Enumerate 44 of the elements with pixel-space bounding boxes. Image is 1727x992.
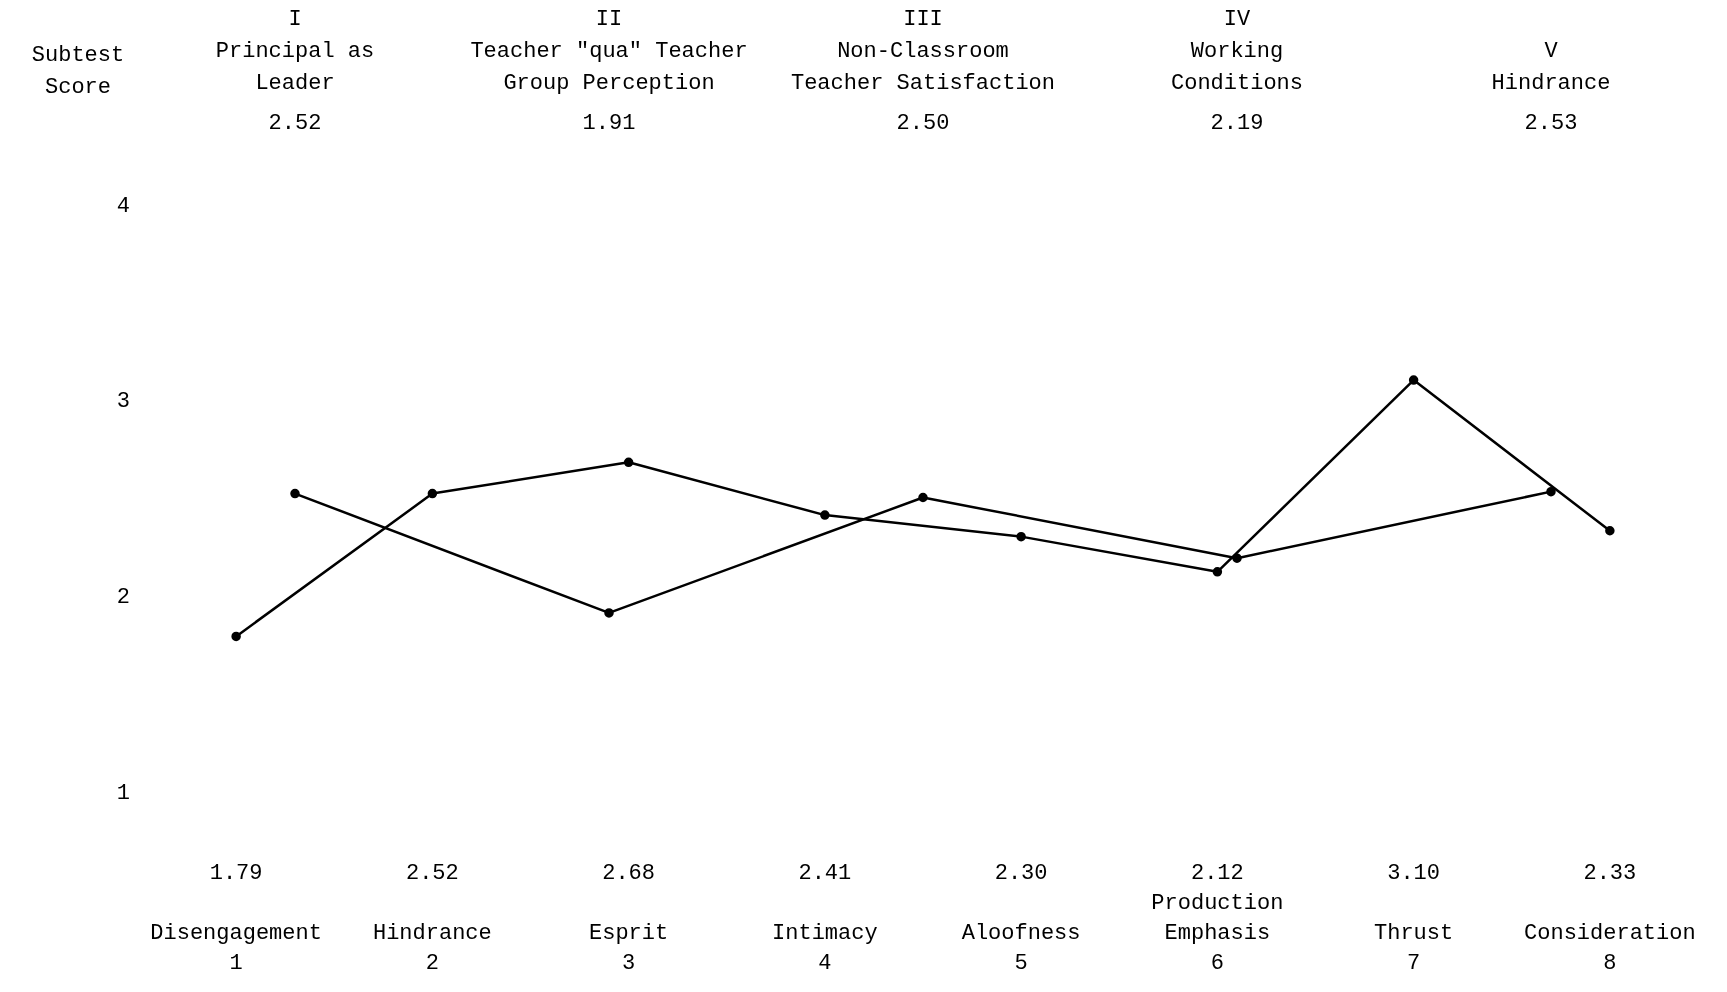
- x-tick-label: Hindrance 2: [372, 921, 492, 976]
- x-tick-label: Esprit 3: [589, 921, 669, 976]
- point: [820, 510, 830, 520]
- x-tick-label: I Principal as Leader: [215, 7, 375, 96]
- point: [231, 631, 241, 642]
- point: [427, 488, 438, 499]
- data-label: 2.53: [1524, 111, 1578, 136]
- data-label: 2.52: [268, 111, 322, 136]
- x-tick-label: V Hindrance: [1491, 39, 1611, 96]
- data-label: 2.50: [896, 111, 950, 136]
- y-tick-label: 4: [116, 193, 130, 219]
- point: [290, 488, 300, 499]
- point: [1212, 567, 1223, 577]
- x-tick-label: IV Working Conditions: [1170, 7, 1304, 96]
- point: [918, 492, 928, 503]
- data-label: 1.79: [209, 861, 263, 886]
- point: [604, 608, 614, 618]
- x-tick-label: III Non-Classroom Teacher Satisfaction: [790, 7, 1056, 96]
- data-label: 1.91: [582, 111, 636, 136]
- x-tick-label: Consideration 8: [1524, 921, 1696, 976]
- x-tick-label: Disengagement 1: [150, 921, 322, 976]
- x-tick-label: Aloofness 5: [961, 921, 1081, 976]
- y-axis-title: Subtest Score: [30, 42, 126, 102]
- point: [1605, 526, 1615, 536]
- x-tick-label: Production Emphasis 6: [1151, 891, 1284, 976]
- data-label: 2.30: [994, 861, 1048, 886]
- point: [1408, 375, 1419, 385]
- data-label: 2.52: [405, 861, 459, 886]
- y-tick-label: 3: [116, 389, 130, 415]
- point: [623, 457, 634, 468]
- point: [1016, 531, 1026, 542]
- data-label: 3.10: [1387, 861, 1441, 886]
- x-tick-label: II Teacher "qua" Teacher Group Perception: [470, 7, 748, 96]
- data-label: 2.33: [1583, 861, 1637, 886]
- x-tick-label: Intimacy 4: [772, 921, 878, 976]
- data-label: 2.68: [602, 861, 656, 886]
- y-tick-label: 1: [116, 780, 130, 806]
- x-tick-label: Thrust 7: [1374, 921, 1454, 976]
- point: [1546, 486, 1556, 497]
- data-label: 2.19: [1210, 111, 1264, 136]
- data-label: 2.41: [798, 861, 852, 886]
- y-tick-label: 2: [116, 585, 130, 611]
- point: [1232, 553, 1242, 563]
- data-label: 2.12: [1190, 861, 1244, 886]
